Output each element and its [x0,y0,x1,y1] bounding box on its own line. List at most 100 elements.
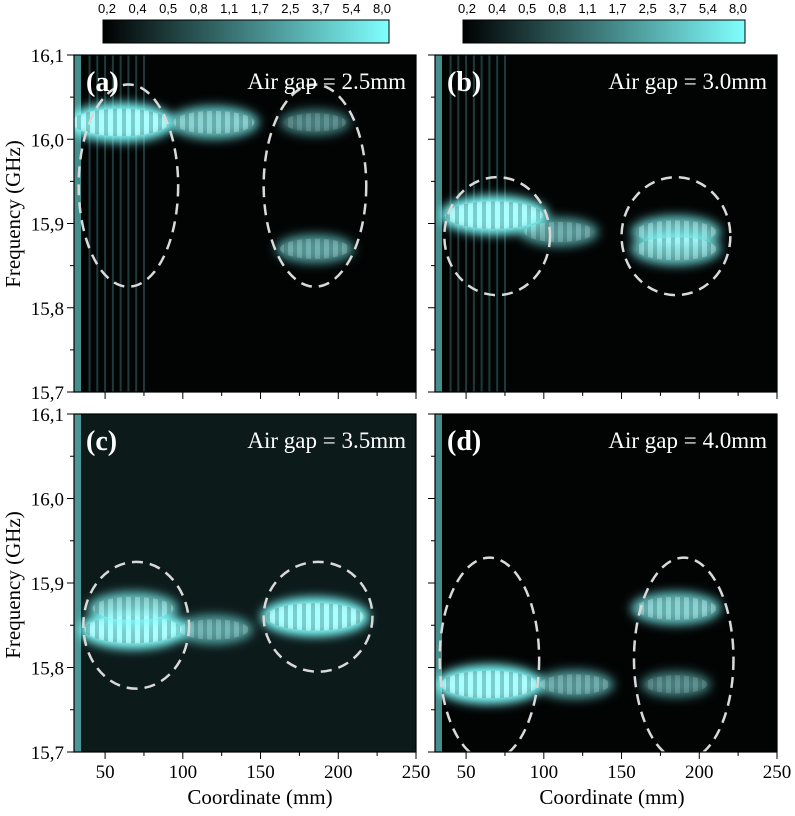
hotspot-modulation [266,603,364,631]
y-tick-label: 15,8 [31,299,64,320]
highlight-ellipse [620,175,732,297]
colorbar-left-label: 0,4 [129,1,147,16]
x-tick-label: 100 [169,762,198,783]
panel-title: Air gap = 3.0mm [608,69,767,94]
edge-field [74,414,81,752]
colorbar-right-label: 5,4 [699,1,717,16]
hotspot-modulation [283,113,347,132]
hotspot-modulation [635,237,717,261]
edge-field [435,55,442,392]
plot-background [74,414,416,752]
x-tick-label: 200 [324,762,353,783]
colorbar-right-label: 8,0 [729,1,747,16]
hotspot-modulation [635,596,717,620]
highlight-ellipse [438,556,541,752]
panel-title: Air gap = 2.5mm [247,69,406,94]
edge-field [435,414,442,752]
colorbar-left-label: 0,5 [159,1,177,16]
hotspot-modulation [173,110,255,134]
colorbar-left-label: 1,7 [251,1,269,16]
heatmap-panel: 16,1 16,0 15,9 15,8 15,7 50 100 150 200 250 (c) Air… [31,405,431,783]
colorbar-right-label: 0,5 [518,1,536,16]
x-tick-label: 250 [402,762,431,783]
hotspot [88,591,178,625]
colorbar-left-label: 8,0 [373,1,391,16]
colorbar-left-label: 0,8 [190,1,208,16]
colorbar-right-label: 0,4 [488,1,506,16]
panel-label: (a) [86,67,119,98]
y-axis-label-bottom: Frequency (GHz) [1,511,25,659]
colorbar-left-label: 0,2 [98,1,116,16]
x-tick-label: 200 [685,762,714,783]
colorbar-right: 0,2 0,4 0,5 0,8 1,1 1,7 2,5 3,7 5,4 8,0 [458,1,747,44]
colorbar-right-label: 2,5 [639,1,657,16]
hotspot [631,232,721,266]
y-tick-label: 15,8 [31,659,64,680]
panel-label: (b) [447,67,481,98]
heatmap-panel: 16,1 16,0 15,9 15,8 15,7 (a) Air gap = 2.5mm [31,46,417,404]
colorbar-right-label: 0,2 [458,1,476,16]
x-tick-label: 50 [96,762,115,783]
heatmap-panel: (b) Air gap = 3.0mm [428,54,778,399]
hotspot-modulation [539,674,610,695]
panel-title: Air gap = 4.0mm [608,428,767,453]
highlight-ellipse [443,175,552,297]
hotspot-modulation [279,238,351,259]
hotspot-modulation [644,675,708,694]
y-tick-label: 15,7 [31,383,64,404]
colorbar-left-label: 3,7 [312,1,330,16]
hotspot [74,102,175,142]
hotspot [641,671,711,698]
panels: 16,1 16,0 15,9 15,8 15,7 (a) Air gap = 2.5mm (b… [31,46,792,783]
heatmap-panel: 50 100 150 200 250 (d) Air gap = 4.0mm [428,413,791,783]
colorbar-left: 0,2 0,4 0,5 0,8 1,1 1,7 2,5 3,7 5,4 8,0 [98,1,391,44]
y-tick-label: 15,9 [31,574,64,595]
panel-title: Air gap = 3.5mm [247,428,406,453]
colorbar-right-label: 3,7 [669,1,687,16]
y-axis-label-top: Frequency (GHz) [1,140,25,288]
hotspot [169,105,259,139]
hotspot [440,195,549,235]
hotspot [174,615,253,644]
hotspot [260,597,369,637]
y-tick-label: 15,9 [31,215,64,236]
x-tick-label: 100 [530,762,559,783]
hotspot-modulation [74,108,170,137]
colorbar-right-scale [462,19,746,44]
x-tick-label: 150 [246,762,275,783]
colorbar-right-label: 0,8 [548,1,566,16]
hotspot-modulation [84,615,182,644]
x-tick-label: 150 [607,762,636,783]
colorbar-left-label: 2,5 [281,1,299,16]
y-tick-label: 16,0 [31,490,64,511]
y-tick-label: 16,1 [31,46,64,67]
hotspot-modulation [445,201,543,229]
hotspot [535,669,614,699]
hotspot [520,217,599,247]
y-tick-label: 16,0 [31,130,64,151]
x-axis-label-right: Coordinate (mm) [539,785,684,809]
hotspot-modulation [92,596,174,620]
y-tick-label: 16,1 [31,405,64,426]
panel-label: (c) [86,426,117,457]
colorbar-left-label: 1,1 [220,1,238,16]
colorbar-left-label: 5,4 [342,1,360,16]
highlight-ellipse [262,83,368,288]
hotspot [276,234,354,264]
colorbar-right-label: 1,1 [578,1,596,16]
hotspot-modulation [440,670,539,699]
x-tick-label: 50 [457,762,476,783]
panel-label: (d) [447,426,481,457]
colorbar-left-scale [102,19,390,44]
y-tick-label: 15,7 [31,743,64,764]
hotspot [435,664,544,705]
hotspot-modulation [524,221,595,243]
highlight-ellipse [632,556,735,752]
hotspot [280,109,350,136]
hotspot [631,591,721,625]
x-axis-label-left: Coordinate (mm) [187,785,332,809]
edge-field [74,55,81,392]
highlight-ellipse [82,560,191,690]
